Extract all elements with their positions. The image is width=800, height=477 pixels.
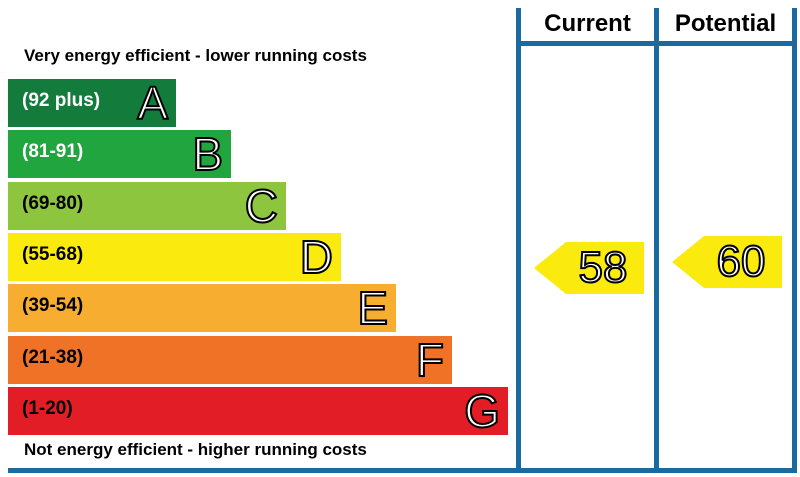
band-c: (69-80) C <box>8 179 286 232</box>
current-arrow-shape <box>534 242 644 294</box>
potential-arrow-shape <box>672 236 782 288</box>
band-d: (55-68) D <box>8 230 341 283</box>
frame-line-header <box>516 41 797 46</box>
frame-line-left <box>516 8 521 470</box>
band-letter: A <box>136 77 169 129</box>
column-header-current: Current <box>544 10 631 37</box>
band-range-label: (21-38) <box>22 346 84 368</box>
band-g: (1-20) G <box>8 384 508 437</box>
band-letter: B <box>191 128 224 181</box>
band-range-label: (1-20) <box>22 397 73 419</box>
frame-line-middle <box>654 8 659 470</box>
band-range-label: (81-91) <box>22 141 84 163</box>
current-rating-arrow: 58 <box>534 242 644 294</box>
band-letter: G <box>463 384 501 437</box>
caption-top: Very energy efficient - lower running co… <box>24 46 367 65</box>
band-range-label: (39-54) <box>22 295 84 317</box>
band-range-label: (69-80) <box>22 192 84 214</box>
potential-rating-arrow: 60 <box>672 236 782 288</box>
band-f: (21-38) F <box>8 333 452 386</box>
band-range-label: (92 plus) <box>22 90 101 111</box>
band-letter: D <box>299 230 334 283</box>
current-rating-value: 58 <box>578 242 629 293</box>
band-letter: E <box>356 282 389 335</box>
band-range-label: (55-68) <box>22 243 84 265</box>
band-a: (92 plus) A <box>8 77 176 129</box>
band-e: (39-54) E <box>8 282 396 335</box>
frame-line-bottom <box>8 468 797 473</box>
potential-rating-value: 60 <box>716 236 767 287</box>
band-b: (81-91) B <box>8 128 231 181</box>
frame-line-right <box>792 8 797 470</box>
caption-bottom: Not energy efficient - higher running co… <box>24 440 367 459</box>
column-header-potential: Potential <box>674 10 777 37</box>
band-letter: C <box>244 179 279 232</box>
band-letter: F <box>415 333 445 386</box>
